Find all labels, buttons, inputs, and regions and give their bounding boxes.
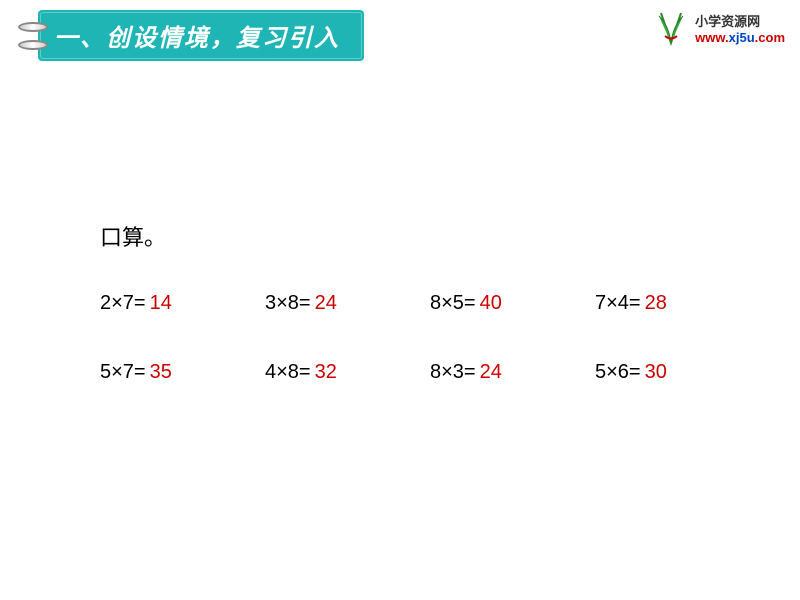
logo-url: www.xj5u.com [695,30,785,45]
problem-expression: 3×8= [265,292,311,315]
logo-text-group: 小学资源网 www.xj5u.com [695,11,785,45]
problem-expression: 5×6= [595,361,641,384]
content-area: 口算。 2×7= 14 3×8= 24 8×5= 40 7×4= 28 5×7=… [100,220,740,384]
slide-title: 一、创设情境，复习引入 [38,10,364,61]
problem-expression: 2×7= [100,292,146,315]
problem-item: 8×5= 40 [430,292,575,315]
problem-answer: 14 [150,292,172,315]
problem-item: 7×4= 28 [595,292,740,315]
problem-expression: 8×3= [430,361,476,384]
problem-expression: 8×5= [430,292,476,315]
problem-answer: 24 [480,361,502,384]
problem-expression: 5×7= [100,361,146,384]
logo-text-cn: 小学资源网 [695,11,760,30]
problem-answer: 35 [150,361,172,384]
problem-answer: 24 [315,292,337,315]
problem-answer: 32 [315,361,337,384]
header-banner: 一、创设情境，复习引入 [18,10,364,61]
problem-item: 8×3= 24 [430,361,575,384]
problems-grid: 2×7= 14 3×8= 24 8×5= 40 7×4= 28 5×7= 35 … [100,292,740,384]
problem-expression: 7×4= [595,292,641,315]
subtitle: 口算。 [100,220,740,252]
logo-icon [651,8,691,48]
problem-answer: 28 [645,292,667,315]
problem-answer: 40 [480,292,502,315]
problem-answer: 30 [645,361,667,384]
problem-item: 4×8= 32 [265,361,410,384]
problem-item: 5×7= 35 [100,361,245,384]
problem-item: 3×8= 24 [265,292,410,315]
logo-container: 小学资源网 www.xj5u.com [651,8,785,48]
problem-item: 5×6= 30 [595,361,740,384]
problem-expression: 4×8= [265,361,311,384]
spiral-binding-icon [18,22,48,50]
problem-item: 2×7= 14 [100,292,245,315]
